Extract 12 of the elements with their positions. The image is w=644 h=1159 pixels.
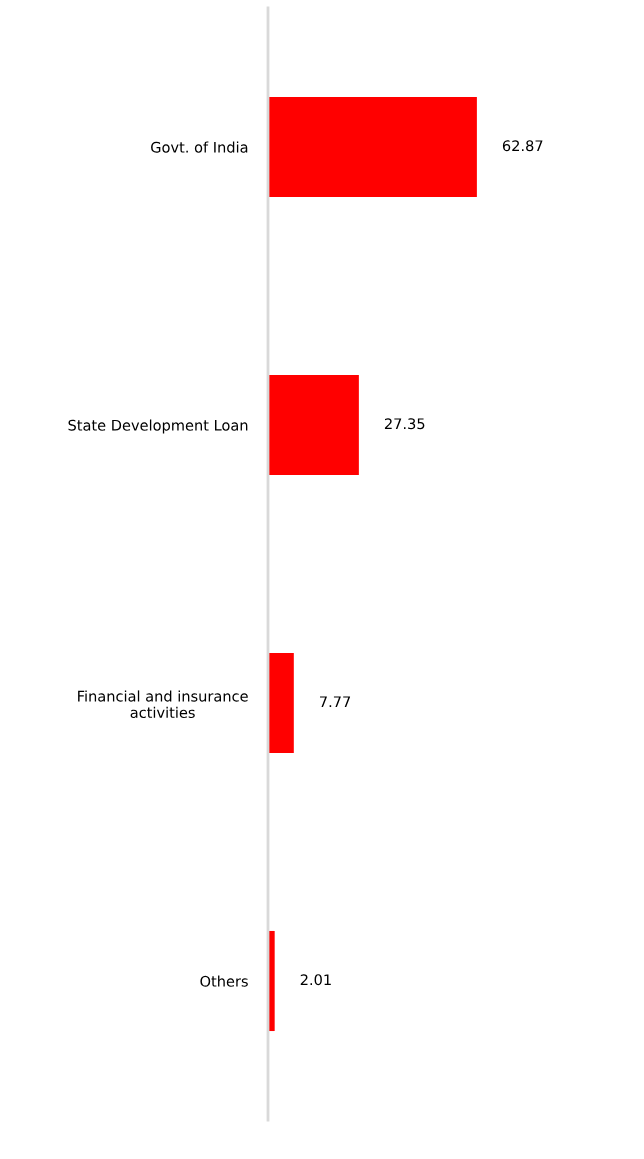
bar [268, 96, 477, 198]
bar [268, 652, 294, 754]
bar [268, 930, 275, 1032]
bar [268, 374, 359, 476]
y-tick-label: Others [200, 975, 248, 987]
data-label: 7.77 [320, 696, 351, 708]
y-tick-label: State Development Loan [68, 419, 248, 434]
data-label: 2.01 [300, 974, 331, 986]
data-label: 27.35 [384, 418, 425, 430]
y-tick-label: Govt. of India [151, 141, 248, 153]
data-label: 62.87 [502, 140, 543, 152]
y-tick-label: Financial and insurance activities [78, 690, 248, 719]
